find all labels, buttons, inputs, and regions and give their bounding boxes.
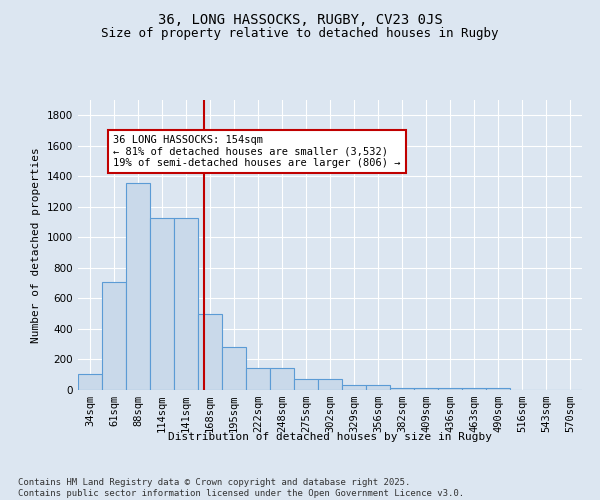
- Bar: [126, 183, 150, 390]
- Bar: [150, 218, 174, 390]
- Bar: [198, 314, 222, 390]
- Text: 36, LONG HASSOCKS, RUGBY, CV23 0JS: 36, LONG HASSOCKS, RUGBY, CV23 0JS: [158, 12, 442, 26]
- Bar: [222, 348, 246, 390]
- Y-axis label: Number of detached properties: Number of detached properties: [31, 147, 41, 343]
- Bar: [438, 388, 462, 390]
- Bar: [390, 388, 414, 390]
- Bar: [486, 388, 510, 390]
- Bar: [318, 378, 342, 390]
- Bar: [414, 388, 438, 390]
- Bar: [246, 368, 270, 390]
- Bar: [270, 368, 294, 390]
- Bar: [366, 386, 390, 390]
- Bar: [78, 374, 102, 390]
- Text: Contains HM Land Registry data © Crown copyright and database right 2025.
Contai: Contains HM Land Registry data © Crown c…: [18, 478, 464, 498]
- Text: Distribution of detached houses by size in Rugby: Distribution of detached houses by size …: [168, 432, 492, 442]
- Text: Size of property relative to detached houses in Rugby: Size of property relative to detached ho…: [101, 28, 499, 40]
- Bar: [174, 218, 198, 390]
- Bar: [102, 282, 126, 390]
- Bar: [294, 378, 318, 390]
- Bar: [342, 386, 366, 390]
- Bar: [462, 388, 486, 390]
- Text: 36 LONG HASSOCKS: 154sqm
← 81% of detached houses are smaller (3,532)
19% of sem: 36 LONG HASSOCKS: 154sqm ← 81% of detach…: [113, 135, 401, 168]
